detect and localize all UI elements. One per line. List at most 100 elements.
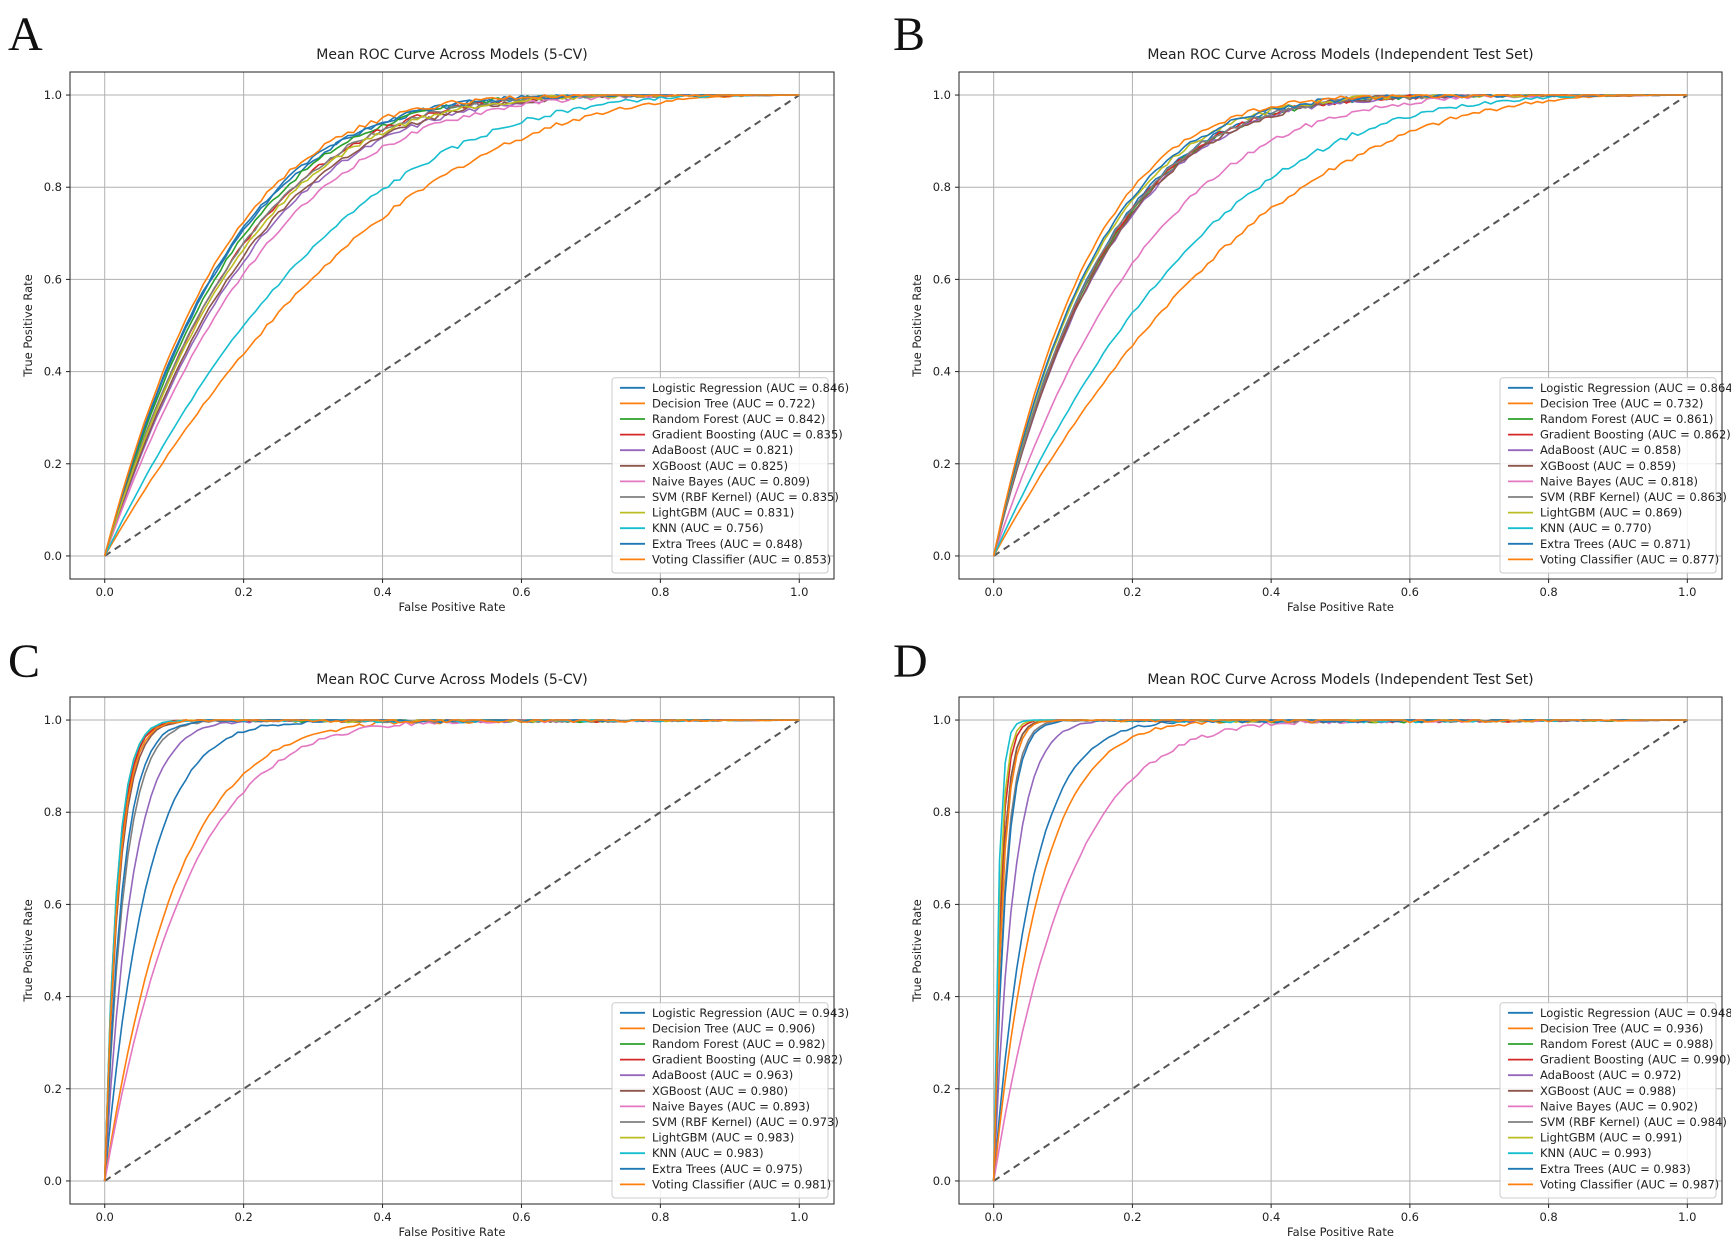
y-axis-label: True Positive Rate — [21, 274, 35, 377]
legend-entry: Logistic Regression (AUC = 0.864) — [1540, 381, 1731, 395]
x-tick-label: 0.6 — [1401, 585, 1419, 599]
chance-diagonal — [104, 719, 800, 1182]
y-tick-label: 0.0 — [933, 1174, 951, 1188]
y-tick-label: 0.6 — [44, 272, 62, 286]
y-tick-label: 0.8 — [44, 805, 62, 819]
legend-entry: Naive Bayes (AUC = 0.902) — [1540, 1099, 1698, 1113]
legend-entry: KNN (AUC = 0.756) — [652, 521, 764, 535]
legend-entry: Random Forest (AUC = 0.988) — [1540, 1037, 1713, 1051]
legend-entry: SVM (RBF Kernel) (AUC = 0.973) — [652, 1115, 839, 1129]
legend-entry: Voting Classifier (AUC = 0.853) — [652, 552, 831, 566]
legend-entry: Logistic Regression (AUC = 0.943) — [652, 1006, 849, 1020]
legend: Logistic Regression (AUC = 0.846)Decisio… — [611, 377, 849, 574]
legend-entry: Gradient Boosting (AUC = 0.990) — [1540, 1053, 1731, 1067]
chart-title: Mean ROC Curve Across Models (Independen… — [1147, 672, 1533, 688]
y-tick-label: 0.4 — [933, 365, 951, 379]
legend-entry: Logistic Regression (AUC = 0.846) — [652, 381, 849, 395]
x-tick-label: 0.6 — [512, 1210, 530, 1224]
legend-entry: Voting Classifier (AUC = 0.981) — [652, 1177, 831, 1191]
y-tick-label: 0.8 — [44, 180, 62, 194]
legend-entry: Decision Tree (AUC = 0.732) — [1540, 396, 1703, 410]
legend-entry: Voting Classifier (AUC = 0.877) — [1540, 552, 1719, 566]
x-tick-label: 0.0 — [96, 1210, 114, 1224]
roc-curve-series-12 — [992, 719, 1688, 1182]
y-tick-label: 1.0 — [44, 88, 62, 102]
y-tick-label: 1.0 — [933, 713, 951, 727]
legend-entry: SVM (RBF Kernel) (AUC = 0.835) — [652, 490, 839, 504]
legend-entry: Voting Classifier (AUC = 0.987) — [1540, 1177, 1719, 1191]
roc-curves — [103, 94, 800, 557]
y-tick-label: 0.2 — [44, 1082, 62, 1096]
legend: Logistic Regression (AUC = 0.943)Decisio… — [611, 1002, 849, 1199]
x-tick-label: 0.4 — [1262, 585, 1280, 599]
legend-entry: KNN (AUC = 0.983) — [652, 1146, 764, 1160]
legend-entry: Gradient Boosting (AUC = 0.982) — [652, 1053, 843, 1067]
legend-entry: LightGBM (AUC = 0.983) — [652, 1131, 794, 1145]
y-tick-label: 0.4 — [44, 365, 62, 379]
legend-entry: KNN (AUC = 0.993) — [1540, 1146, 1652, 1160]
y-tick-label: 0.4 — [44, 990, 62, 1004]
legend-entry: Logistic Regression (AUC = 0.948) — [1540, 1006, 1731, 1020]
legend-box — [611, 1002, 829, 1199]
legend-entry: AdaBoost (AUC = 0.972) — [1540, 1068, 1681, 1082]
legend-entry: Gradient Boosting (AUC = 0.862) — [1540, 428, 1731, 442]
chance-diagonal — [104, 94, 800, 557]
y-tick-label: 1.0 — [44, 713, 62, 727]
x-tick-label: 0.8 — [651, 585, 669, 599]
legend-entry: Decision Tree (AUC = 0.722) — [652, 396, 815, 410]
x-tick-label: 0.4 — [373, 1210, 391, 1224]
legend-entry: AdaBoost (AUC = 0.963) — [652, 1068, 793, 1082]
chance-diagonal — [993, 94, 1688, 557]
x-axis-label: False Positive Rate — [1287, 600, 1394, 614]
y-tick-label: 0.8 — [933, 180, 951, 194]
legend-entry: Naive Bayes (AUC = 0.893) — [652, 1099, 810, 1113]
x-axis-label: False Positive Rate — [1287, 1225, 1394, 1239]
y-tick-label: 0.2 — [933, 1082, 951, 1096]
legend-entry: Naive Bayes (AUC = 0.809) — [652, 474, 810, 488]
roc-curve-series-12 — [103, 94, 800, 557]
legend-box — [1499, 1002, 1717, 1199]
gridlines — [70, 72, 834, 579]
plot-frame — [69, 71, 835, 580]
x-axis-label: False Positive Rate — [399, 600, 506, 614]
legend-entry: AdaBoost (AUC = 0.821) — [652, 443, 793, 457]
x-tick-label: 0.6 — [1401, 1210, 1419, 1224]
y-tick-label: 0.0 — [44, 549, 62, 563]
roc-curves — [992, 94, 1688, 557]
legend-entry: XGBoost (AUC = 0.825) — [652, 459, 788, 473]
roc-curves — [992, 719, 1688, 1182]
x-tick-label: 0.6 — [512, 585, 530, 599]
legend-entry: Gradient Boosting (AUC = 0.835) — [652, 428, 843, 442]
y-tick-label: 0.0 — [44, 1174, 62, 1188]
x-tick-label: 1.0 — [790, 1210, 808, 1224]
x-tick-label: 0.2 — [234, 1210, 252, 1224]
legend-entry: Random Forest (AUC = 0.982) — [652, 1037, 825, 1051]
roc-curve-series-7 — [992, 94, 1688, 557]
legend-entry: XGBoost (AUC = 0.980) — [652, 1084, 788, 1098]
legend-entry: XGBoost (AUC = 0.988) — [1540, 1084, 1676, 1098]
chart-title: Mean ROC Curve Across Models (Independen… — [1147, 47, 1533, 63]
x-tick-label: 1.0 — [1678, 1210, 1696, 1224]
panel-b: B Mean ROC Curve Across Models (Independe… — [893, 8, 1731, 614]
x-tick-label: 0.8 — [1539, 585, 1557, 599]
x-tick-label: 1.0 — [1678, 585, 1696, 599]
legend-box — [611, 377, 829, 574]
x-tick-label: 0.0 — [96, 585, 114, 599]
x-tick-label: 0.8 — [651, 1210, 669, 1224]
legend: Logistic Regression (AUC = 0.948)Decisio… — [1499, 1002, 1731, 1199]
y-tick-label: 0.8 — [933, 805, 951, 819]
legend-entry: LightGBM (AUC = 0.991) — [1540, 1131, 1682, 1145]
y-tick-label: 0.6 — [933, 272, 951, 286]
x-tick-label: 0.0 — [985, 585, 1003, 599]
legend: Logistic Regression (AUC = 0.864)Decisio… — [1499, 377, 1731, 574]
panel-c: C Mean ROC Curve Across Models (5-CV) 0.0 0… — [8, 635, 849, 1239]
legend-entry: Extra Trees (AUC = 0.975) — [652, 1162, 803, 1176]
panel-a: A Mean ROC Curve Across Models (5-CV) 0.0 0… — [8, 8, 849, 614]
legend-box — [1499, 377, 1717, 574]
y-tick-label: 0.0 — [933, 549, 951, 563]
plot-frame — [958, 696, 1723, 1205]
legend-entry: Extra Trees (AUC = 0.848) — [652, 537, 803, 551]
panel-d: D Mean ROC Curve Across Models (Independe… — [893, 635, 1731, 1239]
y-axis-label: True Positive Rate — [21, 899, 35, 1002]
y-axis-label: True Positive Rate — [910, 899, 924, 1002]
